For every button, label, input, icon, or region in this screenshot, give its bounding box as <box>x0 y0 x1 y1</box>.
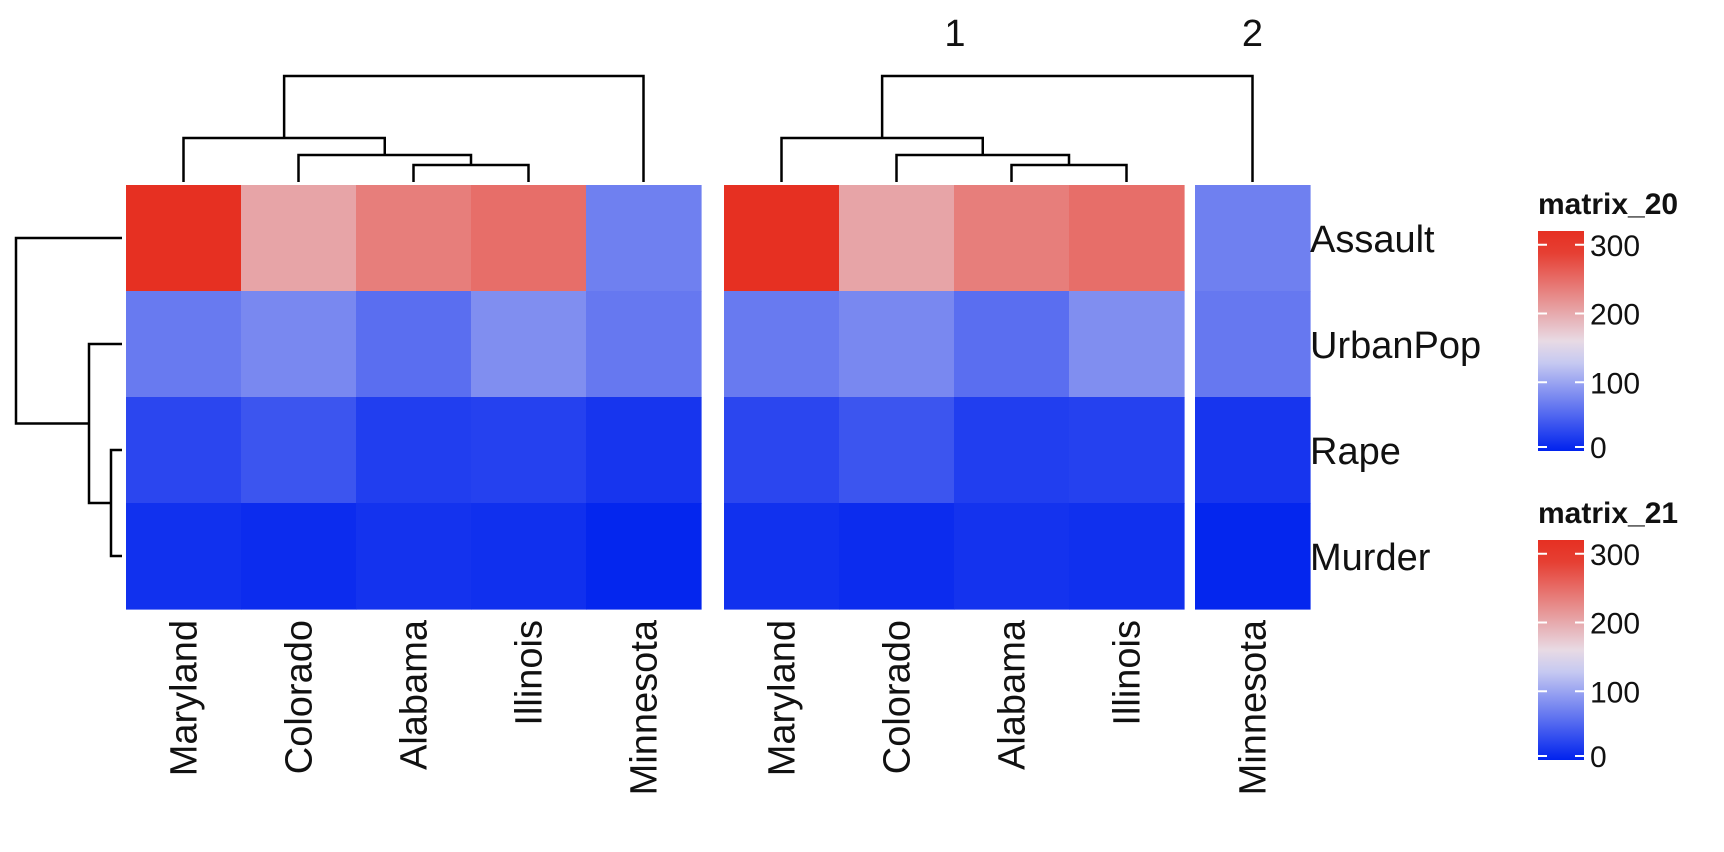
heatmap-cell <box>356 503 472 610</box>
legend-color-bar <box>1538 231 1584 451</box>
heatmap-cell <box>839 503 955 610</box>
heatmap-cell <box>954 503 1070 610</box>
heatmap-cell <box>241 397 357 504</box>
column-dendrogram-branch <box>1010 163 1128 182</box>
row-label: Rape <box>1310 431 1401 473</box>
column-label: Maryland <box>164 620 206 776</box>
column-label: Colorado <box>877 620 919 774</box>
legend-tick-label: 100 <box>1590 676 1640 709</box>
row-label: Murder <box>1310 537 1431 579</box>
heatmap-cell <box>954 291 1070 398</box>
heatmap-cell <box>241 185 357 292</box>
row-label: UrbanPop <box>1310 325 1481 367</box>
column-label: Illinois <box>509 620 551 726</box>
legend-title: matrix_21 <box>1538 497 1678 530</box>
heatmap-cell <box>1195 503 1311 610</box>
legend-title: matrix_20 <box>1538 188 1678 221</box>
column-label: Illinois <box>1107 620 1149 726</box>
heatmap-cell <box>586 185 702 292</box>
heatmap-cell <box>356 291 472 398</box>
column-dendrogram-branch <box>880 74 1254 182</box>
heatmap-cell <box>724 291 840 398</box>
heatmap-cell <box>1195 397 1311 504</box>
heatmap-cell <box>356 185 472 292</box>
heatmap-cell <box>1069 397 1185 504</box>
row-dendrogram-branch <box>14 236 122 425</box>
heatmap-cell <box>1069 503 1185 610</box>
legend-tick-label: 100 <box>1590 367 1640 400</box>
heatmap-cell <box>954 185 1070 292</box>
row-label: Assault <box>1310 219 1435 261</box>
heatmap-cell <box>1069 185 1185 292</box>
heatmap-cell <box>241 503 357 610</box>
column-dendrogram-branch <box>780 136 984 182</box>
heatmap-cell <box>724 397 840 504</box>
column-label: Maryland <box>762 620 804 776</box>
heatmap-cell <box>241 291 357 398</box>
split-label: 2 <box>1242 13 1263 55</box>
row-dendrogram-branch <box>87 342 122 505</box>
legend-tick-label: 200 <box>1590 299 1640 332</box>
column-label: Minnesota <box>1233 619 1275 795</box>
heatmap-cell <box>724 503 840 610</box>
heatmap-cell <box>1069 291 1185 398</box>
column-label: Colorado <box>279 620 321 774</box>
heatmap-cell <box>471 185 587 292</box>
column-dendrogram-branch <box>895 153 1071 182</box>
legend-tick-label: 200 <box>1590 608 1640 641</box>
legend-tick-label: 0 <box>1590 741 1607 774</box>
heatmap-cell <box>126 503 242 610</box>
heatmap-cell <box>586 397 702 504</box>
legend-tick-label: 0 <box>1590 432 1607 465</box>
column-dendrogram-branch <box>297 153 473 182</box>
heatmap-cell <box>356 397 472 504</box>
heatmap-cell <box>839 185 955 292</box>
heatmap-cell <box>1195 185 1311 292</box>
column-label: Alabama <box>992 619 1034 770</box>
column-dendrogram-branch <box>182 136 386 182</box>
column-dendrogram-branch <box>412 163 530 182</box>
heatmap-cell <box>126 397 242 504</box>
legend-tick-label: 300 <box>1590 539 1640 572</box>
legend-tick-label: 300 <box>1590 230 1640 263</box>
heatmap-cell <box>724 185 840 292</box>
column-label: Alabama <box>394 619 436 770</box>
heatmap-cell <box>586 291 702 398</box>
legend-color-bar <box>1538 540 1584 760</box>
heatmap-cell <box>1195 291 1311 398</box>
heatmap-cell <box>954 397 1070 504</box>
heatmap-cell <box>126 185 242 292</box>
row-dendrogram-branch <box>109 448 122 558</box>
column-dendrogram-branch <box>282 74 645 182</box>
column-label: Minnesota <box>624 619 666 795</box>
heatmap-cell <box>471 291 587 398</box>
heatmap-cell <box>839 397 955 504</box>
heatmap-cell <box>471 397 587 504</box>
heatmap-cell <box>839 291 955 398</box>
heatmap-cell <box>586 503 702 610</box>
split-label: 1 <box>944 13 965 55</box>
heatmap-cell <box>471 503 587 610</box>
heatmap-cell <box>126 291 242 398</box>
